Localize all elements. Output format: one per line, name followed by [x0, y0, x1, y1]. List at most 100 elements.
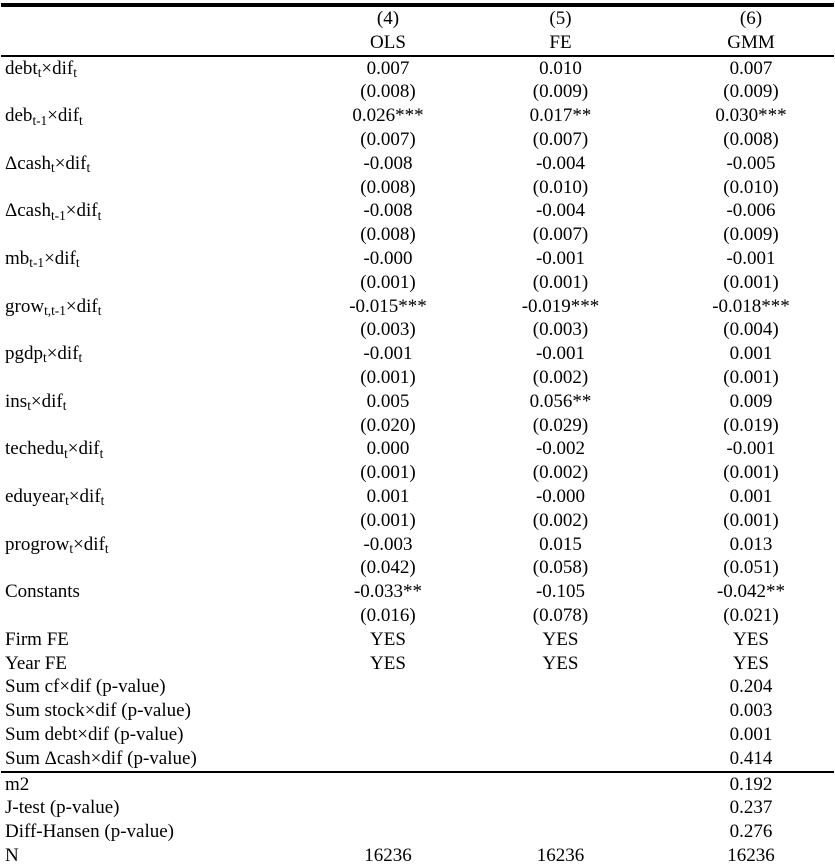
- row-label-empty: [1, 461, 303, 485]
- info-value: [303, 723, 473, 747]
- table-row: (0.007) (0.007) (0.008): [1, 128, 834, 152]
- estimate-cell: 0.026***: [352, 105, 424, 127]
- row-label: debtt×dift: [5, 57, 77, 80]
- regression-table: (4) (5) (6) OLS FE GMM debtt×dift 0.007 0.…: [1, 3, 834, 867]
- estimate-cell: -0.002: [535, 438, 586, 460]
- model-number-row: (4) (5) (6): [1, 5, 834, 31]
- estimate-cell: -0.001: [726, 247, 776, 269]
- estimate-cell: -0.006: [726, 200, 776, 222]
- stat-value: [303, 820, 473, 844]
- table-row: Sum Δcash×dif (p-value) 0.414: [1, 747, 834, 772]
- table-row: Firm FE YES YES YES: [1, 628, 834, 652]
- table-row: (0.001) (0.001) (0.001): [1, 271, 834, 295]
- row-label: Sum cf×dif (p-value): [5, 676, 166, 698]
- estimate-cell: 0.001: [366, 485, 410, 507]
- estimate-cell: 0.013: [729, 533, 773, 555]
- estimate-cell: -0.008: [363, 152, 413, 174]
- info-value: YES: [733, 628, 769, 650]
- se-cell: (0.007): [360, 128, 416, 150]
- table-row: (0.016) (0.078) (0.021): [1, 604, 834, 628]
- info-value: 0.414: [729, 747, 773, 769]
- table-row: growt,t-1×dift -0.015*** -0.019*** -0.018**…: [1, 295, 834, 319]
- row-label-empty: [1, 223, 303, 247]
- se-cell: (0.002): [532, 462, 589, 484]
- info-value: 0.003: [729, 700, 773, 722]
- model-number: (4): [376, 8, 400, 29]
- se-cell: (0.001): [360, 509, 416, 531]
- row-label-empty: [1, 318, 303, 342]
- row-label: Δcasht×dift: [5, 152, 91, 176]
- model-type-row: OLS FE GMM: [1, 30, 834, 57]
- stat-value: [473, 796, 648, 820]
- estimate-cell: -0.018***: [712, 295, 790, 317]
- stat-value: 0.276: [729, 821, 773, 843]
- model-type: FE: [473, 30, 648, 57]
- se-cell: (0.004): [723, 319, 779, 341]
- se-cell: (0.008): [360, 224, 416, 246]
- info-value: YES: [370, 652, 406, 674]
- row-label: eduyeart×dift: [5, 485, 105, 509]
- estimate-cell: 0.030***: [715, 105, 787, 127]
- row-label-empty: [1, 80, 303, 104]
- estimate-cell: -0.001: [726, 438, 776, 460]
- row-label: Sum stock×dif (p-value): [5, 700, 191, 722]
- row-label: N: [5, 844, 19, 866]
- row-label-empty: [1, 128, 303, 152]
- info-value: [303, 675, 473, 699]
- table-row: (0.001) (0.002) (0.001): [1, 509, 834, 533]
- se-cell: (0.019): [723, 414, 779, 436]
- info-value: 0.001: [729, 723, 773, 745]
- se-cell: (0.009): [723, 81, 779, 103]
- row-label-empty: [1, 604, 303, 628]
- table-row: m2 0.192: [1, 770, 834, 797]
- row-label: growt,t-1×dift: [5, 295, 102, 318]
- table-row: (0.008) (0.009) (0.009): [1, 80, 834, 104]
- se-cell: (0.008): [360, 176, 416, 198]
- table-row: Δcasht×dift -0.008 -0.004 -0.005: [1, 152, 834, 176]
- se-cell: (0.001): [360, 462, 416, 484]
- row-label: Sum Δcash×dif (p-value): [5, 747, 197, 769]
- stat-value: [303, 770, 473, 797]
- row-label: Constants: [5, 581, 80, 603]
- table-row: Sum stock×dif (p-value) 0.003: [1, 699, 834, 723]
- stat-value: 16236: [727, 844, 775, 866]
- row-label-empty: [1, 414, 303, 438]
- se-cell: (0.001): [723, 271, 779, 293]
- info-value: [303, 747, 473, 772]
- table-row: techedut×dift 0.000 -0.002 -0.001: [1, 437, 834, 461]
- row-label: inst×dift: [5, 390, 67, 414]
- estimate-cell: 0.007: [366, 57, 410, 79]
- row-label: debt-1×dift: [5, 105, 83, 128]
- row-label: pgdpt×dift: [5, 343, 83, 366]
- se-cell: (0.009): [532, 81, 589, 103]
- estimate-cell: -0.001: [363, 343, 413, 365]
- row-label-empty: [1, 509, 303, 533]
- estimate-cell: -0.001: [535, 247, 586, 269]
- estimate-cell: -0.004: [535, 152, 586, 174]
- row-label-empty: [1, 366, 303, 390]
- se-cell: (0.001): [723, 462, 779, 484]
- stat-value: [473, 820, 648, 844]
- se-cell: (0.010): [532, 176, 589, 198]
- table-row: (0.042) (0.058) (0.051): [1, 556, 834, 580]
- estimate-cell: -0.000: [363, 247, 413, 269]
- info-value: YES: [542, 652, 579, 674]
- stat-value: [473, 770, 648, 797]
- se-cell: (0.016): [360, 604, 416, 626]
- estimate-cell: -0.000: [535, 485, 586, 507]
- table-row: N 16236 16236 16236: [1, 844, 834, 867]
- row-label: Δcasht-1×dift: [5, 200, 102, 223]
- se-cell: (0.009): [723, 224, 779, 246]
- row-label: Sum debt×dif (p-value): [5, 723, 184, 745]
- info-value: [473, 723, 648, 747]
- row-label: J-test (p-value): [5, 797, 120, 819]
- header-empty-cell: [1, 5, 303, 31]
- info-value: [473, 747, 648, 772]
- model-number: (6): [739, 8, 763, 29]
- table-row: (0.008) (0.010) (0.010): [1, 176, 834, 200]
- table-row: debtt×dift 0.007 0.010 0.007: [1, 56, 834, 81]
- estimate-cell: -0.004: [535, 200, 586, 222]
- table-row: Diff-Hansen (p-value) 0.276: [1, 820, 834, 844]
- stat-value: [303, 796, 473, 820]
